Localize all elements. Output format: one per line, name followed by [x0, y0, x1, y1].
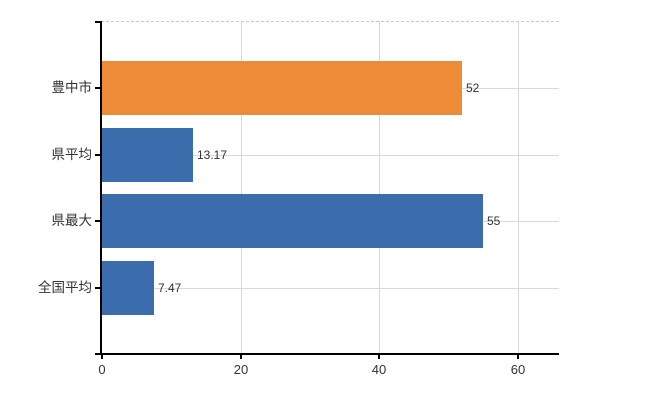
bar	[102, 261, 154, 315]
bar	[102, 194, 483, 248]
x-axis-tick	[517, 355, 519, 359]
v-gridline	[518, 21, 519, 354]
category-label: 県平均	[51, 147, 93, 162]
x-axis-tick-label: 60	[510, 362, 526, 377]
category-label: 全国平均	[38, 280, 92, 295]
h-gridline	[101, 288, 559, 289]
y-axis-tick	[95, 21, 102, 23]
x-axis-tick	[240, 355, 242, 359]
category-label: 豊中市	[51, 80, 93, 95]
x-axis-tick	[101, 355, 103, 359]
bar	[102, 61, 462, 115]
plot-top-border	[101, 21, 559, 22]
v-gridline	[241, 21, 242, 354]
x-axis-tick-label: 20	[233, 362, 249, 377]
x-axis-tick	[378, 355, 380, 359]
y-axis-tick	[95, 154, 102, 156]
y-axis-tick	[95, 87, 102, 89]
y-axis-tick	[95, 220, 102, 222]
x-axis-tick-label: 40	[371, 362, 387, 377]
bar	[102, 128, 193, 182]
plot-area: 52 13.17 55 7.47	[101, 21, 559, 354]
bar-value-label: 7.47	[158, 281, 182, 295]
h-gridline	[101, 155, 559, 156]
v-gridline	[379, 21, 380, 354]
bar-value-label: 52	[466, 81, 480, 95]
x-axis-line	[95, 353, 559, 355]
category-label: 県最大	[51, 213, 93, 228]
y-axis-line	[100, 21, 102, 354]
x-axis-tick-label: 0	[98, 362, 106, 377]
bar-value-label: 55	[487, 214, 501, 228]
y-axis-tick	[95, 287, 102, 289]
bar-value-label: 13.17	[197, 148, 228, 162]
